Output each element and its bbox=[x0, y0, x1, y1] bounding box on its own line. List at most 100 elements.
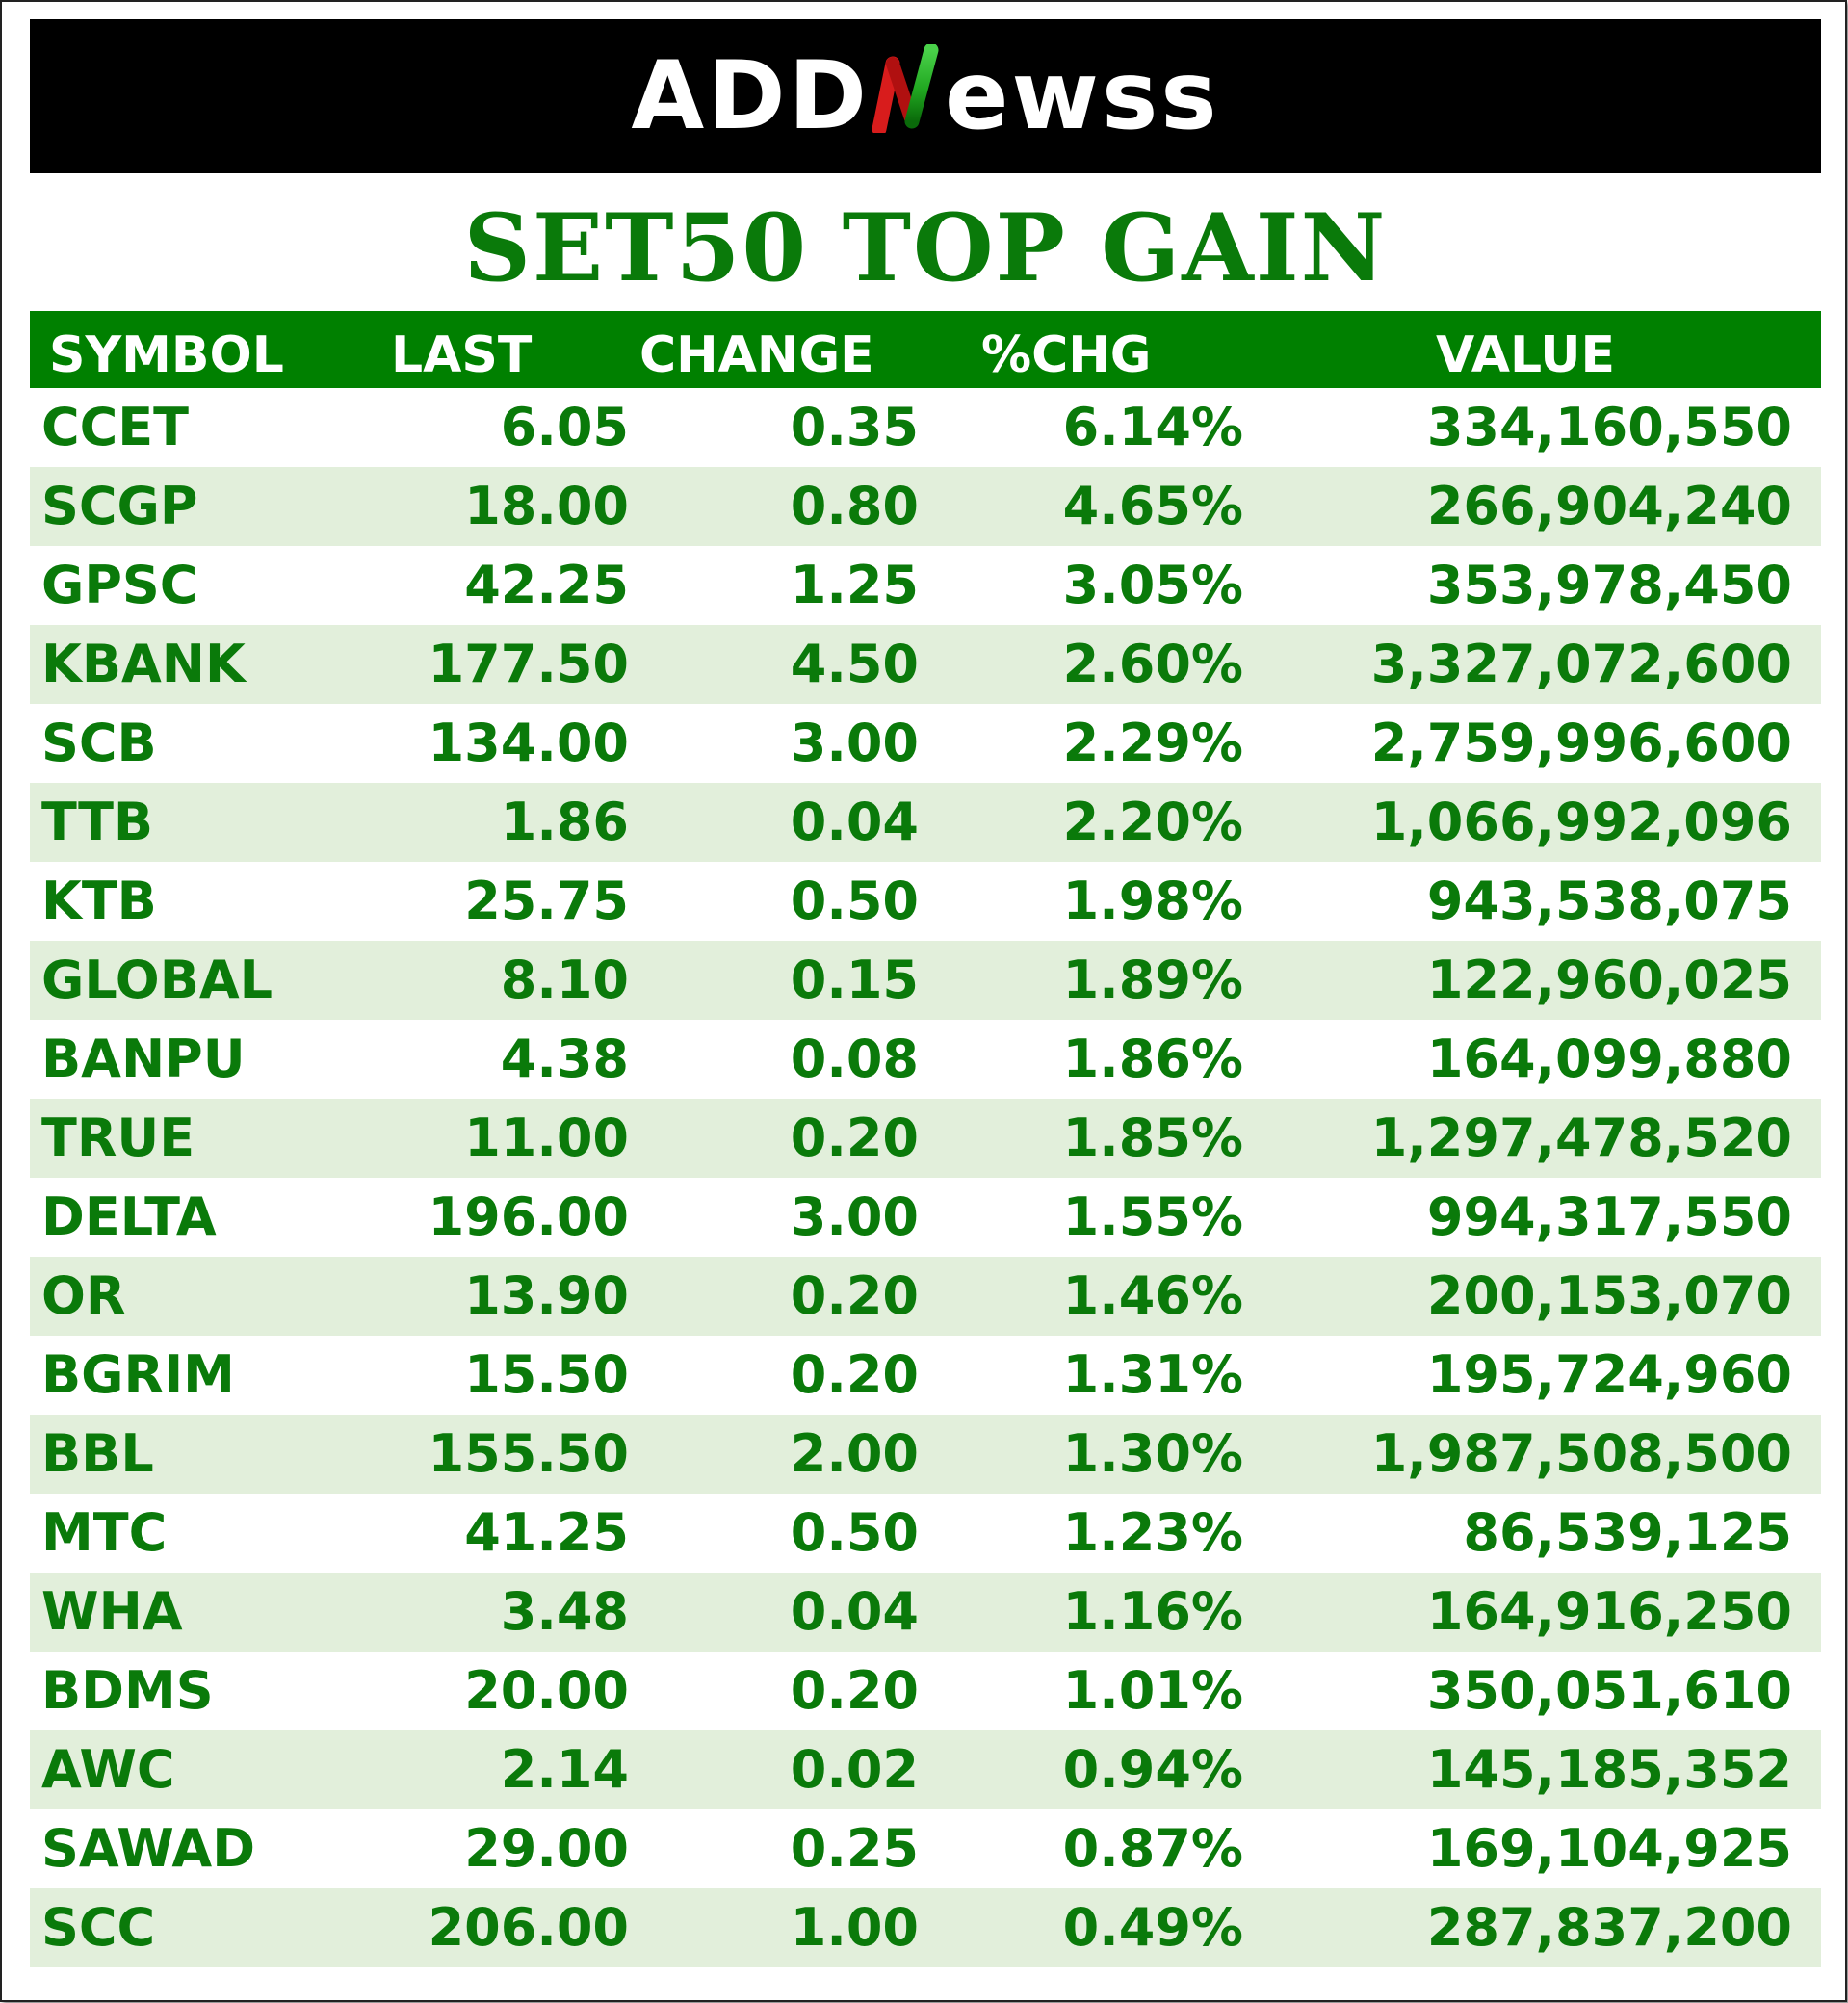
cell-last: 42.25 bbox=[464, 555, 629, 615]
cell-pct-change: 1.98% bbox=[1062, 871, 1243, 931]
cell-pct-change: 2.20% bbox=[1062, 792, 1243, 852]
cell-change: 0.04 bbox=[790, 792, 919, 852]
cell-symbol: GLOBAL bbox=[41, 949, 273, 1010]
cell-change: 0.02 bbox=[790, 1739, 919, 1800]
cell-last: 41.25 bbox=[464, 1502, 629, 1563]
cell-change: 0.20 bbox=[790, 1107, 919, 1168]
cell-symbol: TRUE bbox=[41, 1107, 195, 1168]
cell-last: 1.86 bbox=[500, 792, 629, 852]
cell-last: 15.50 bbox=[464, 1344, 629, 1405]
cell-change: 0.80 bbox=[790, 476, 919, 536]
table-body: CCET 6.05 0.35 6.14% 334,160,550 SCGP 18.00 0.8… bbox=[30, 388, 1821, 1967]
cell-last: 155.50 bbox=[428, 1423, 629, 1484]
cell-value: 3,327,072,600 bbox=[1370, 634, 1792, 694]
cell-pct-change: 3.05% bbox=[1062, 555, 1243, 615]
cell-value: 350,051,610 bbox=[1426, 1660, 1792, 1721]
cell-pct-change: 6.14% bbox=[1062, 397, 1243, 457]
cell-change: 0.20 bbox=[790, 1660, 919, 1721]
cell-pct-change: 0.49% bbox=[1062, 1897, 1243, 1958]
cell-symbol: MTC bbox=[41, 1502, 168, 1563]
cell-pct-change: 1.55% bbox=[1062, 1186, 1243, 1247]
cell-value: 145,185,352 bbox=[1426, 1739, 1792, 1800]
brand-logo: ADD ewss bbox=[631, 41, 1220, 151]
header-value: VALUE bbox=[1436, 326, 1615, 384]
cell-change: 3.00 bbox=[790, 1186, 919, 1247]
cell-last: 20.00 bbox=[464, 1660, 629, 1721]
table-row: BBL 155.50 2.00 1.30% 1,987,508,500 bbox=[30, 1415, 1821, 1494]
table-header: SYMBOL LAST CHANGE %CHG VALUE bbox=[30, 311, 1821, 388]
cell-value: 1,987,508,500 bbox=[1370, 1423, 1792, 1484]
cell-change: 0.50 bbox=[790, 1502, 919, 1563]
cell-pct-change: 0.94% bbox=[1062, 1739, 1243, 1800]
cell-pct-change: 2.60% bbox=[1062, 634, 1243, 694]
cell-pct-change: 1.16% bbox=[1062, 1581, 1243, 1642]
cell-symbol: KBANK bbox=[41, 634, 246, 694]
cell-value: 287,837,200 bbox=[1426, 1897, 1792, 1958]
cell-symbol: TTB bbox=[41, 792, 154, 852]
cell-symbol: BGRIM bbox=[41, 1344, 235, 1405]
table-row: SAWAD 29.00 0.25 0.87% 169,104,925 bbox=[30, 1809, 1821, 1888]
table-row: KBANK 177.50 4.50 2.60% 3,327,072,600 bbox=[30, 625, 1821, 704]
brand-name-right: ewss bbox=[944, 41, 1220, 151]
table-row: SCGP 18.00 0.80 4.65% 266,904,240 bbox=[30, 467, 1821, 546]
cell-last: 2.14 bbox=[500, 1739, 629, 1800]
cell-value: 943,538,075 bbox=[1426, 871, 1792, 931]
brand-n-mark-icon bbox=[872, 42, 943, 148]
cell-symbol: BANPU bbox=[41, 1028, 246, 1089]
cell-symbol: DELTA bbox=[41, 1186, 217, 1247]
header-symbol: SYMBOL bbox=[49, 326, 284, 384]
cell-value: 1,297,478,520 bbox=[1370, 1107, 1792, 1168]
cell-last: 18.00 bbox=[464, 476, 629, 536]
cell-last: 3.48 bbox=[500, 1581, 629, 1642]
cell-value: 353,978,450 bbox=[1426, 555, 1792, 615]
table-row: BDMS 20.00 0.20 1.01% 350,051,610 bbox=[30, 1652, 1821, 1730]
cell-value: 266,904,240 bbox=[1426, 476, 1792, 536]
cell-change: 0.25 bbox=[790, 1818, 919, 1879]
cell-value: 169,104,925 bbox=[1426, 1818, 1792, 1879]
cell-last: 206.00 bbox=[428, 1897, 629, 1958]
table-row: SCB 134.00 3.00 2.29% 2,759,996,600 bbox=[30, 704, 1821, 783]
cell-last: 29.00 bbox=[464, 1818, 629, 1879]
cell-change: 0.20 bbox=[790, 1344, 919, 1405]
header-pct-change: %CHG bbox=[981, 326, 1152, 384]
cell-last: 134.00 bbox=[428, 713, 629, 773]
header-change: CHANGE bbox=[639, 326, 874, 384]
cell-value: 2,759,996,600 bbox=[1370, 713, 1792, 773]
cell-change: 0.50 bbox=[790, 871, 919, 931]
table-row: DELTA 196.00 3.00 1.55% 994,317,550 bbox=[30, 1178, 1821, 1257]
cell-last: 177.50 bbox=[428, 634, 629, 694]
stock-table: SYMBOL LAST CHANGE %CHG VALUE CCET 6.05 0.… bbox=[30, 311, 1821, 1967]
cell-symbol: CCET bbox=[41, 397, 189, 457]
table-row: BANPU 4.38 0.08 1.86% 164,099,880 bbox=[30, 1020, 1821, 1099]
header-last: LAST bbox=[391, 326, 533, 384]
cell-symbol: SCB bbox=[41, 713, 157, 773]
brand-name-left: ADD bbox=[631, 41, 870, 151]
cell-value: 164,916,250 bbox=[1426, 1581, 1792, 1642]
cell-symbol: GPSC bbox=[41, 555, 198, 615]
cell-pct-change: 1.89% bbox=[1062, 949, 1243, 1010]
cell-last: 13.90 bbox=[464, 1265, 629, 1326]
header-banner: ADD ewss bbox=[30, 19, 1821, 173]
table-row: TRUE 11.00 0.20 1.85% 1,297,478,520 bbox=[30, 1099, 1821, 1178]
cell-change: 0.20 bbox=[790, 1265, 919, 1326]
cell-pct-change: 1.86% bbox=[1062, 1028, 1243, 1089]
cell-pct-change: 1.23% bbox=[1062, 1502, 1243, 1563]
cell-symbol: SCC bbox=[41, 1897, 156, 1958]
cell-value: 195,724,960 bbox=[1426, 1344, 1792, 1405]
cell-last: 8.10 bbox=[500, 949, 629, 1010]
table-row: TTB 1.86 0.04 2.20% 1,066,992,096 bbox=[30, 783, 1821, 862]
cell-symbol: SCGP bbox=[41, 476, 198, 536]
cell-last: 11.00 bbox=[464, 1107, 629, 1168]
cell-symbol: AWC bbox=[41, 1739, 175, 1800]
cell-value: 86,539,125 bbox=[1463, 1502, 1792, 1563]
cell-change: 0.15 bbox=[790, 949, 919, 1010]
cell-value: 122,960,025 bbox=[1426, 949, 1792, 1010]
table-row: AWC 2.14 0.02 0.94% 145,185,352 bbox=[30, 1730, 1821, 1809]
cell-pct-change: 1.31% bbox=[1062, 1344, 1243, 1405]
cell-pct-change: 1.01% bbox=[1062, 1660, 1243, 1721]
table-row: BGRIM 15.50 0.20 1.31% 195,724,960 bbox=[30, 1336, 1821, 1415]
cell-symbol: WHA bbox=[41, 1581, 183, 1642]
cell-pct-change: 2.29% bbox=[1062, 713, 1243, 773]
cell-symbol: BDMS bbox=[41, 1660, 214, 1721]
